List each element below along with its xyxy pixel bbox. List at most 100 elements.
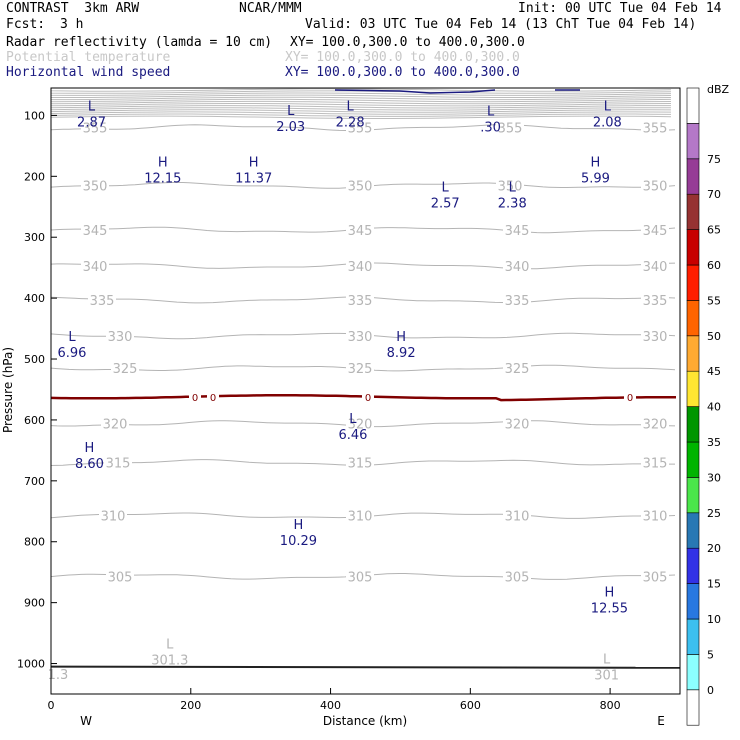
wind-extremum-letter: L xyxy=(487,105,495,120)
wind-contour-segment xyxy=(334,89,496,94)
theta-contour-label: 350 xyxy=(498,179,523,194)
upper-contour-line xyxy=(50,88,672,92)
y-tick-label: 400 xyxy=(24,292,45,305)
theta-label-bg xyxy=(104,454,132,469)
zero-label-bg xyxy=(207,391,219,403)
y-tick-label: 100 xyxy=(24,109,45,122)
upper-contour-line xyxy=(50,115,672,119)
wind-extremum-value: 2.28 xyxy=(336,116,365,131)
theta-label-bg xyxy=(346,454,374,469)
colorbar-level-label: 20 xyxy=(707,542,721,555)
wind-extremum-letter: H xyxy=(85,441,95,456)
theta-contour-label: 355 xyxy=(498,122,523,137)
wind-extremum-value: 6.46 xyxy=(338,428,367,443)
colorbar-swatch xyxy=(686,689,700,726)
theta-contour-label: 350 xyxy=(643,179,668,194)
y-tick-label: 700 xyxy=(24,475,45,488)
theta-contour-label: 340 xyxy=(83,260,108,275)
colorbar-unit: dBZ xyxy=(707,83,730,96)
y-axis-label: Pressure (hPa) xyxy=(1,347,15,433)
upper-contour-line xyxy=(50,105,671,109)
theta-label-bg xyxy=(106,568,134,583)
upper-theta-contours xyxy=(50,88,672,119)
colorbar-swatch xyxy=(686,158,700,195)
theta-label-bg xyxy=(503,291,531,306)
theta-extremum-value: 301 xyxy=(594,669,619,684)
theta-contour-label: 350 xyxy=(348,179,373,194)
x-axis-label: Distance (km) xyxy=(323,714,407,728)
theta-contour-label: 345 xyxy=(643,224,668,239)
valid-time: Valid: 03 UTC Tue 04 Feb 14 (13 ChT Tue … xyxy=(305,17,697,32)
theta-extremum-value: 1.3 xyxy=(48,668,69,683)
theta-label-bg xyxy=(106,327,134,342)
theta-contour-label: 345 xyxy=(83,224,108,239)
wind-extremum-letter: L xyxy=(509,181,517,196)
colorbar-level-label: 30 xyxy=(707,471,721,484)
colorbar-level-label: 75 xyxy=(707,153,721,166)
y-tick-label: 300 xyxy=(24,231,45,244)
theta-contour-label: 305 xyxy=(643,570,668,585)
colorbar-level-label: 15 xyxy=(707,578,721,591)
model-title: CONTRAST 3km ARW xyxy=(6,1,140,16)
theta-label-bg xyxy=(81,119,109,134)
theta-label-bg xyxy=(346,257,374,272)
colorbar-level-label: 50 xyxy=(707,330,721,343)
x-tick-label: 200 xyxy=(180,699,201,712)
colorbar-level-label: 5 xyxy=(707,648,714,661)
theta-contour-label: 340 xyxy=(348,260,373,275)
theta-label-bg xyxy=(346,507,374,522)
wind-extremum-letter: L xyxy=(442,181,450,196)
y-tick-label: 200 xyxy=(24,170,45,183)
theta-contour-label: 315 xyxy=(106,457,131,472)
theta-contour-label: 310 xyxy=(101,510,126,525)
theta-contour-label: 345 xyxy=(505,224,530,239)
plot-frame xyxy=(50,87,681,695)
upper-contour-line xyxy=(50,103,672,107)
field-reflectivity-xy: XY= 100.0,300.0 to 400.0,300.0 xyxy=(290,35,525,50)
zero-contour-label: 0 xyxy=(210,393,216,404)
theta-label-bg xyxy=(496,119,524,134)
theta-contour-label: 320 xyxy=(505,418,530,433)
theta-label-bg xyxy=(641,327,669,342)
y-tick-label: 900 xyxy=(24,597,45,610)
theta-label-bg xyxy=(346,177,374,192)
theta-contour-label: 335 xyxy=(348,294,373,309)
wind-extremum-value: 12.55 xyxy=(591,602,628,617)
theta-contour-label: 305 xyxy=(348,570,373,585)
wind-extremum-value: 2.03 xyxy=(276,120,305,135)
wind-extremum-letter: L xyxy=(346,100,354,115)
theta-label-bg xyxy=(503,568,531,583)
theta-contour-label: 330 xyxy=(643,330,668,345)
theta-label-bg xyxy=(81,221,109,236)
theta-label-bg xyxy=(346,360,374,375)
wind-extremum-letter: H xyxy=(249,156,259,171)
upper-contour-line xyxy=(50,96,672,101)
colorbar-swatch xyxy=(686,547,700,584)
theta-contour-label: 305 xyxy=(108,570,133,585)
upper-contour-line xyxy=(50,90,672,94)
theta-label-bg xyxy=(641,415,669,430)
wind-extremum-value: 6.96 xyxy=(57,346,86,361)
theta-extremum-letter: L xyxy=(166,638,174,653)
theta-contour-label: 325 xyxy=(113,362,138,377)
colorbar-swatch xyxy=(686,512,700,549)
colorbar-level-label: 0 xyxy=(707,684,714,697)
wind-extremum-letter: L xyxy=(68,330,76,345)
theta-contour-label: 345 xyxy=(348,224,373,239)
theta-contour-label: 310 xyxy=(505,510,530,525)
upper-contour-line xyxy=(50,113,672,117)
theta-contour-label: 325 xyxy=(505,362,530,377)
x-tick-label: 800 xyxy=(600,699,621,712)
upper-contour-line xyxy=(50,94,672,98)
upper-contour-line xyxy=(50,109,672,113)
axes: 100 200 300 400 500 600 700 800 900 1000 0 200 400 60… xyxy=(17,109,621,712)
theta-label-bg xyxy=(641,507,669,522)
zero-label-bg xyxy=(189,391,201,403)
theta-label-bg xyxy=(346,568,374,583)
colorbar-swatch xyxy=(686,441,700,478)
theta-contour-label: 350 xyxy=(83,179,108,194)
theta-label-bg xyxy=(641,177,669,192)
theta-contours: 355 355 355 355 350 350 350 350 345 345 345 345 340 3… xyxy=(50,119,676,585)
wind-extremum-value: 2.87 xyxy=(77,116,106,131)
